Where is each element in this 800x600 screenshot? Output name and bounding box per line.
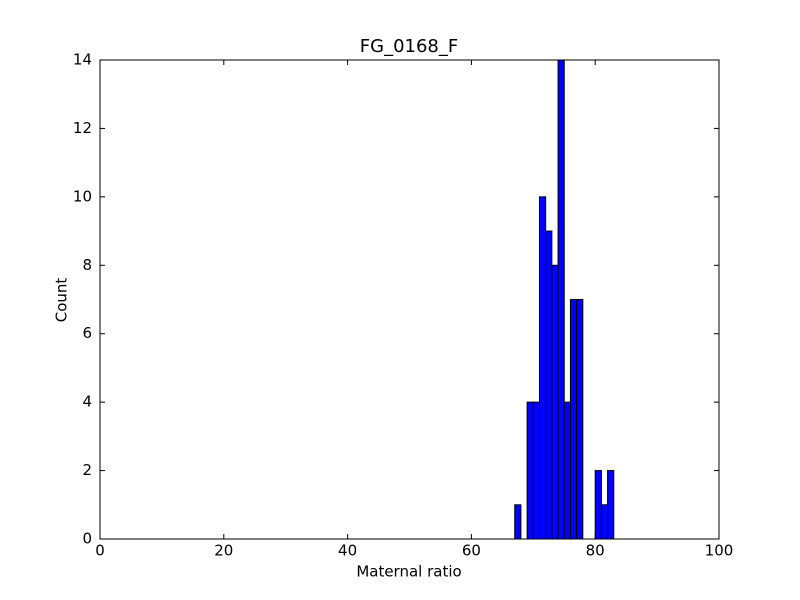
chart-title: FG_0168_F (360, 36, 458, 57)
y-tick-label: 4 (82, 393, 92, 411)
bar (538, 196, 547, 540)
bar (576, 299, 584, 540)
y-tick-label: 6 (82, 324, 92, 342)
y-tick-label: 0 (82, 530, 92, 548)
bar (607, 470, 615, 540)
bar (594, 470, 602, 540)
bar (545, 230, 553, 540)
y-tick-label: 2 (82, 461, 92, 479)
bar (526, 401, 534, 540)
y-axis-label: Count (53, 278, 71, 323)
plot-frame (99, 59, 720, 540)
bar (551, 264, 559, 540)
bar (557, 59, 565, 540)
y-tick-label: 10 (73, 187, 92, 205)
x-tick-label: 100 (705, 542, 734, 560)
y-tick-label: 12 (73, 119, 92, 137)
x-tick-label: 20 (214, 542, 233, 560)
x-tick-label: 60 (462, 542, 481, 560)
bar (514, 504, 522, 540)
bar (532, 401, 540, 540)
y-tick-label: 14 (73, 51, 92, 69)
x-tick-label: 0 (95, 542, 105, 560)
x-axis-label: Maternal ratio (356, 563, 461, 581)
bar (569, 299, 578, 540)
bar (600, 504, 609, 540)
y-tick-label: 8 (82, 256, 92, 274)
x-tick-label: 80 (586, 542, 605, 560)
x-tick-label: 40 (338, 542, 357, 560)
bar (563, 401, 571, 540)
